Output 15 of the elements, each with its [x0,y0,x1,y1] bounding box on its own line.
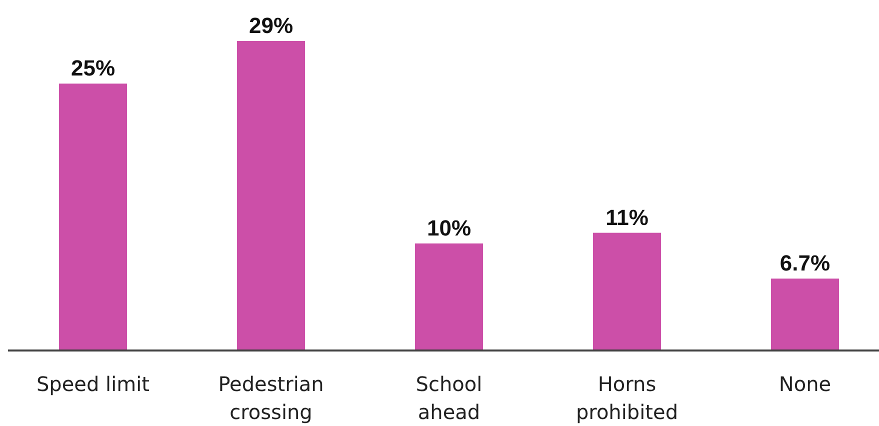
data-label: 10% [426,215,472,240]
x-tick-label: None [778,372,832,396]
data-label: 11% [606,204,648,230]
data-label: 25% [70,56,116,81]
x-tick-label: Speed limit [36,372,150,396]
bar [59,84,127,350]
bar [771,278,839,350]
data-label: 29% [248,13,294,38]
x-tick-label: Horns prohibited [576,372,678,424]
x-tick-label: School ahead [416,372,482,424]
bar [237,41,305,350]
x-tick-label: Pedestrian crossing [218,372,324,424]
data-label: 6.7% [780,250,830,276]
bar [593,232,661,350]
bar [415,243,483,350]
